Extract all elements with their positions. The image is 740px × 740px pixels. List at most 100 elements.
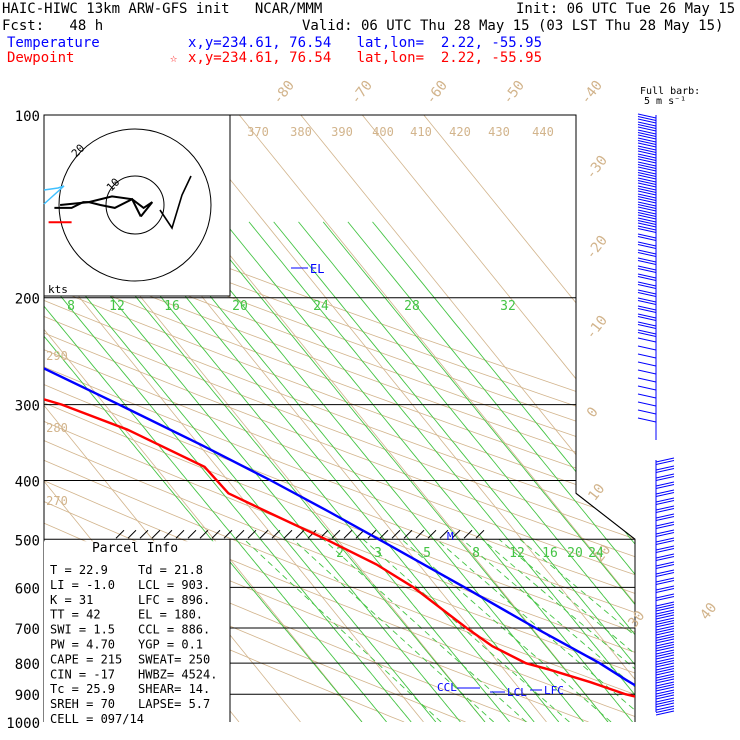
freezing-hatch bbox=[139, 529, 149, 539]
parcel-row-right: SHEAR= 14. bbox=[138, 682, 210, 696]
wind-barb bbox=[637, 329, 657, 335]
moist-adiabat-line bbox=[44, 221, 412, 722]
header-title: HAIC-HIWC 13km ARW-GFS init NCAR/MMM bbox=[2, 1, 323, 17]
dry-adiabat-line bbox=[44, 115, 635, 722]
isotherm-label: -40 bbox=[578, 78, 606, 108]
dry-adiabat-line bbox=[44, 115, 635, 722]
mixing-ratio-line bbox=[498, 538, 635, 722]
wind-barb bbox=[655, 633, 675, 639]
moist-adiabat-line bbox=[44, 221, 363, 722]
wind-barb bbox=[655, 686, 675, 692]
lcl-label: LCL bbox=[507, 686, 527, 699]
wind-barb bbox=[637, 353, 657, 359]
wind-barb bbox=[655, 489, 675, 495]
parcel-row-left: TT = 42 bbox=[50, 608, 101, 622]
moist-adiabat-line bbox=[74, 221, 486, 722]
wind-barb bbox=[655, 652, 675, 657]
freezing-hatch bbox=[295, 529, 305, 539]
mixing-ratio-label: 12 bbox=[509, 546, 525, 561]
isotherm-label: -10 bbox=[583, 313, 611, 343]
pressure-label: 700 bbox=[15, 622, 40, 638]
isotherm-line bbox=[177, 115, 635, 722]
wind-barb bbox=[655, 508, 675, 513]
wind-barb bbox=[655, 588, 675, 593]
wind-barb bbox=[655, 636, 675, 641]
mixing-ratio-label: 20 bbox=[567, 546, 583, 561]
dew-location: x,y=234.61, 76.54 lat,lon= 2.22, -55.95 bbox=[188, 50, 543, 66]
wind-barb bbox=[637, 156, 657, 161]
wind-barb bbox=[655, 553, 675, 559]
mixing-ratio-line bbox=[292, 538, 495, 722]
parcel-row-right: LCL = 903. bbox=[138, 578, 210, 592]
wind-barb bbox=[655, 524, 675, 529]
theta-e-label: 8 bbox=[67, 299, 75, 314]
theta-e-label: 16 bbox=[164, 299, 180, 314]
wind-barb bbox=[655, 649, 675, 655]
wind-barb bbox=[637, 198, 657, 204]
dry-adiabat-line bbox=[44, 115, 635, 722]
freezing-hatch bbox=[379, 529, 389, 539]
isotherm-label: -80 bbox=[270, 78, 298, 108]
wind-barb bbox=[655, 500, 675, 505]
wind-barb bbox=[655, 545, 675, 551]
wind-barb bbox=[655, 505, 675, 511]
wind-barb bbox=[637, 177, 657, 183]
dry-adiabat-line bbox=[44, 115, 405, 722]
parcel-row-right: HWBZ= 4524. bbox=[138, 667, 217, 681]
wind-barb bbox=[655, 521, 675, 527]
wind-barb bbox=[655, 625, 675, 631]
mixing-ratio-line bbox=[322, 538, 527, 722]
parcel-row-right: EL = 180. bbox=[138, 608, 203, 622]
wind-barb bbox=[655, 668, 675, 673]
moist-adiabat-line bbox=[223, 221, 633, 722]
freezing-hatch bbox=[415, 529, 425, 539]
wind-barb bbox=[637, 174, 657, 180]
wind-barb bbox=[655, 660, 675, 665]
wind-barb bbox=[637, 284, 657, 289]
wind-barb bbox=[637, 193, 657, 199]
wind-barb bbox=[655, 492, 675, 497]
theta-label: 440 bbox=[532, 125, 554, 139]
mixing-ratio-line bbox=[243, 538, 442, 722]
isotherm-label: -50 bbox=[500, 78, 528, 108]
freezing-hatch bbox=[403, 529, 413, 539]
theta-label: 400 bbox=[372, 125, 394, 139]
hodograph-trace-cyan bbox=[43, 185, 65, 205]
hodograph-unit-label: kts bbox=[48, 283, 68, 296]
freezing-hatch bbox=[343, 529, 353, 539]
isotherm-line bbox=[300, 115, 635, 722]
wind-barb bbox=[637, 214, 657, 220]
parcel-row-left: CELL = 097/14 bbox=[50, 712, 144, 726]
freezing-hatch bbox=[199, 529, 209, 539]
wind-barb bbox=[637, 292, 657, 297]
wind-barb bbox=[637, 132, 657, 137]
isotherm-line bbox=[238, 115, 635, 722]
hodograph-ring-inner bbox=[105, 175, 165, 235]
wind-barb bbox=[637, 222, 657, 228]
parcel-row-left: PW = 4.70 bbox=[50, 638, 115, 652]
wind-barb bbox=[655, 556, 675, 561]
parcel-row-right: LFC = 896. bbox=[138, 593, 210, 607]
freezing-hatch bbox=[391, 529, 401, 539]
wind-barb bbox=[655, 497, 675, 503]
freezing-hatch bbox=[175, 529, 185, 539]
wind-barb bbox=[655, 692, 675, 697]
wind-barb bbox=[655, 540, 675, 545]
wind-barb bbox=[637, 401, 657, 407]
wind-barb bbox=[655, 460, 675, 465]
wind-barb bbox=[637, 148, 657, 153]
parcel-row-right: Td = 21.8 bbox=[138, 563, 203, 577]
wind-barb bbox=[655, 465, 675, 471]
pressure-label: 1000 bbox=[6, 716, 40, 732]
isotherm-label: 10 bbox=[585, 481, 608, 504]
wind-barb bbox=[637, 260, 657, 265]
mixing-ratio-line bbox=[436, 538, 635, 722]
isotherm-line bbox=[44, 115, 424, 722]
parcel-row-right: SWEAT= 250 bbox=[138, 652, 210, 666]
wind-barb bbox=[637, 257, 657, 263]
wind-barb bbox=[637, 241, 657, 247]
wind-barb bbox=[655, 585, 675, 591]
wind-barb bbox=[637, 332, 657, 337]
moist-adiabat-line bbox=[298, 221, 635, 722]
